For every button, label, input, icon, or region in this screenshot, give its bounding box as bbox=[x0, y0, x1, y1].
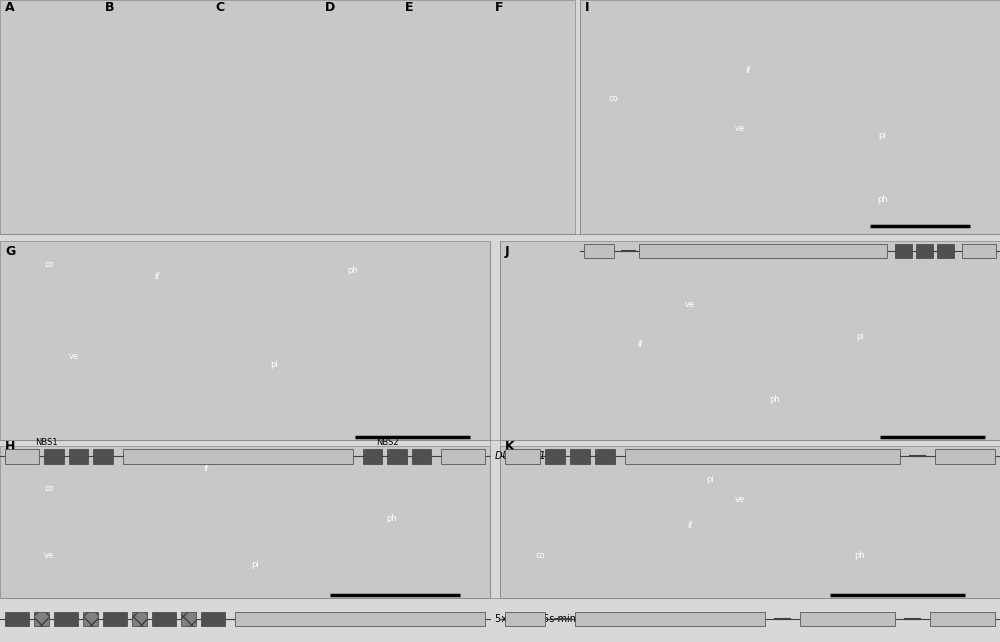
Bar bbox=[441, 449, 485, 464]
Bar bbox=[575, 612, 765, 626]
Bar bbox=[5, 449, 39, 464]
Text: DUF231L1 pro: DUF231L1 pro bbox=[495, 451, 565, 462]
Bar bbox=[44, 449, 64, 464]
Text: if: if bbox=[745, 65, 751, 75]
Text: ph: ph bbox=[877, 195, 888, 204]
Text: 5xNBS2-35s mini pro: 5xNBS2-35s mini pro bbox=[495, 614, 598, 624]
Text: B: B bbox=[105, 1, 114, 14]
Bar bbox=[505, 449, 540, 464]
Bar bbox=[500, 241, 1000, 440]
Text: NBS1: NBS1 bbox=[35, 438, 58, 447]
Bar bbox=[0, 0, 575, 234]
Text: D: D bbox=[325, 1, 335, 14]
Bar bbox=[201, 612, 225, 626]
Bar bbox=[505, 612, 545, 626]
Text: E: E bbox=[405, 1, 414, 14]
Bar bbox=[103, 612, 127, 626]
Bar bbox=[895, 244, 912, 258]
Bar bbox=[625, 449, 900, 464]
Bar bbox=[83, 612, 98, 626]
Bar bbox=[93, 449, 113, 464]
Bar bbox=[412, 449, 431, 464]
Bar bbox=[34, 612, 49, 626]
Bar bbox=[580, 0, 1000, 234]
Bar bbox=[500, 446, 1000, 598]
Bar bbox=[387, 449, 407, 464]
Bar bbox=[962, 244, 996, 258]
Bar bbox=[132, 612, 147, 626]
Text: C: C bbox=[215, 1, 224, 14]
Bar bbox=[584, 244, 614, 258]
Text: I: I bbox=[585, 1, 590, 14]
Bar bbox=[639, 244, 887, 258]
Text: ve: ve bbox=[734, 125, 745, 134]
Text: ph: ph bbox=[770, 395, 780, 404]
Bar bbox=[363, 449, 382, 464]
Text: J: J bbox=[505, 245, 510, 258]
Bar bbox=[152, 612, 176, 626]
Text: ph: ph bbox=[855, 551, 865, 560]
Text: pi: pi bbox=[271, 360, 278, 369]
Text: K: K bbox=[505, 440, 515, 453]
Text: if: if bbox=[637, 340, 643, 349]
Text: ve: ve bbox=[68, 352, 79, 361]
Text: pi: pi bbox=[706, 474, 714, 483]
Text: pi: pi bbox=[251, 560, 259, 569]
Bar bbox=[916, 244, 933, 258]
Bar bbox=[545, 449, 565, 464]
Bar bbox=[570, 449, 590, 464]
Text: F: F bbox=[495, 1, 504, 14]
Text: ph: ph bbox=[387, 514, 397, 523]
Bar bbox=[5, 612, 29, 626]
Text: A: A bbox=[5, 1, 15, 14]
Text: H: H bbox=[5, 440, 15, 453]
Text: ph: ph bbox=[347, 266, 358, 275]
Text: co: co bbox=[44, 484, 54, 493]
Bar bbox=[181, 612, 196, 626]
Text: if: if bbox=[154, 272, 159, 281]
Bar bbox=[69, 449, 88, 464]
Bar bbox=[800, 612, 895, 626]
Text: co: co bbox=[44, 260, 54, 269]
Bar bbox=[595, 449, 615, 464]
Text: ve: ve bbox=[685, 300, 695, 309]
Text: G: G bbox=[5, 245, 15, 258]
Bar bbox=[935, 449, 995, 464]
Text: co: co bbox=[535, 551, 545, 560]
Bar bbox=[54, 612, 78, 626]
Text: pi: pi bbox=[879, 132, 886, 141]
Bar bbox=[0, 446, 490, 598]
Text: co: co bbox=[609, 94, 618, 103]
Bar bbox=[122, 449, 353, 464]
Bar bbox=[0, 241, 490, 440]
Bar bbox=[937, 244, 954, 258]
Text: NBS2: NBS2 bbox=[376, 438, 398, 447]
Text: if: if bbox=[687, 521, 693, 530]
Bar bbox=[930, 612, 995, 626]
Text: pi: pi bbox=[856, 332, 864, 341]
Text: if: if bbox=[203, 464, 208, 473]
Bar bbox=[235, 612, 485, 626]
Text: ve: ve bbox=[44, 551, 54, 560]
Text: ve: ve bbox=[735, 494, 745, 503]
